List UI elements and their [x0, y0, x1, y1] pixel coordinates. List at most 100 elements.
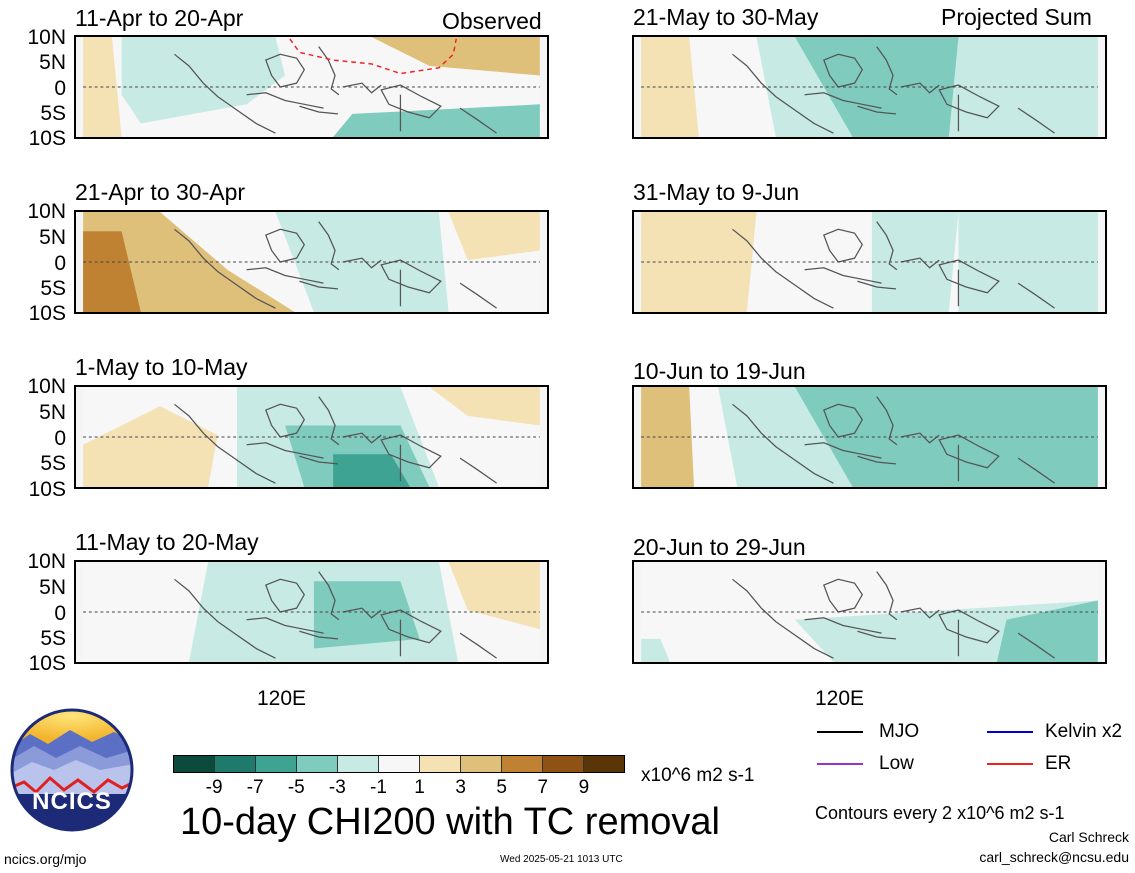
coastline [876, 571, 898, 621]
colorbar-swatch [584, 756, 624, 772]
map-panel-4 [74, 560, 549, 664]
panel-title-4: 11-May to 20-May [75, 529, 259, 555]
panel-title-1: 11-Apr to 20-Apr [75, 5, 244, 31]
projected-label: Projected Sum [941, 4, 1092, 30]
footer-email: carl_schreck@ncsu.edu [979, 849, 1129, 865]
coastline [938, 84, 1000, 119]
map-field [641, 212, 1098, 312]
anomaly-region [333, 454, 411, 487]
coastline [246, 267, 324, 284]
colorbar-label: 9 [578, 777, 590, 798]
coastline [299, 630, 339, 640]
coastline [938, 434, 1000, 469]
coastline [380, 84, 442, 119]
coastline [459, 457, 497, 484]
coastline [459, 107, 497, 134]
map-field [641, 37, 1098, 137]
ncics-logo: NCICS [10, 708, 134, 832]
anomaly-region [641, 212, 757, 312]
coastline [265, 578, 306, 613]
y-tick: 5S [40, 277, 66, 300]
anomaly-region [448, 562, 540, 630]
coastline [823, 53, 864, 88]
coastline [174, 578, 276, 659]
map-panel-3 [74, 385, 549, 489]
coastline [804, 617, 882, 634]
colorbar-label: -1 [370, 777, 387, 798]
y-tick: 5S [40, 452, 66, 475]
coastline [1017, 107, 1055, 134]
coastline [380, 259, 442, 294]
colorbar-swatch [502, 756, 543, 772]
anomaly-region [83, 231, 141, 312]
colorbar-swatch [543, 756, 584, 772]
coastline [265, 403, 306, 438]
y-tick: 10N [27, 375, 66, 398]
legend-mjo: MJO [879, 721, 920, 742]
coastline [246, 617, 324, 634]
legend-low: Low [879, 753, 914, 774]
anomaly-region [641, 638, 670, 662]
footer-author: Carl Schreck [1048, 829, 1129, 845]
coastline [246, 442, 324, 459]
y-tick: 5N [39, 576, 66, 599]
y-tick: 0 [54, 602, 66, 625]
coastline [823, 228, 864, 263]
coastline [1017, 457, 1055, 484]
coastline [900, 607, 940, 619]
footer-url: ncics.org/mjo [4, 851, 87, 867]
colorbar-label: 3 [455, 777, 466, 798]
chart-title: 10-day CHI200 with TC removal [180, 801, 720, 843]
anomaly-region [794, 37, 959, 137]
colorbar-swatch [461, 756, 502, 772]
legend-line-kelvin [987, 731, 1033, 733]
coastline [876, 46, 898, 96]
coastline [342, 432, 382, 444]
map-panel-6 [632, 210, 1107, 314]
coastline [804, 442, 882, 459]
y-tick: 10S [28, 478, 66, 501]
map-field [83, 37, 540, 137]
coastline [732, 403, 834, 484]
colorbar-label: 7 [537, 777, 549, 798]
coastline [823, 403, 864, 438]
coastline [246, 92, 324, 109]
colorbar-label: -9 [205, 777, 223, 798]
anomaly-region [83, 406, 218, 487]
coastline [876, 221, 898, 271]
map-field [641, 387, 1098, 487]
coastline [938, 259, 1000, 294]
y-tick: 5N [39, 226, 66, 249]
map-panel-2 [74, 210, 549, 314]
y-tick: 0 [54, 252, 66, 275]
coastline [299, 280, 339, 290]
coastline [265, 53, 306, 88]
coastline [174, 403, 276, 484]
coastline [318, 46, 340, 96]
map-field [83, 387, 540, 487]
y-tick: 0 [54, 427, 66, 450]
coastline [900, 82, 940, 94]
coastline [732, 578, 834, 659]
coastline [876, 396, 898, 446]
anomaly-region [121, 37, 286, 124]
map-panel-5 [632, 35, 1107, 139]
colorbar-swatch [256, 756, 297, 772]
coastline [804, 267, 882, 284]
y-tick: 10S [28, 127, 66, 150]
panel-title-3: 1-May to 10-May [75, 354, 248, 380]
coastline [732, 53, 834, 134]
contours-note: Contours every 2 x10^6 m2 s-1 [815, 803, 1065, 823]
anomaly-region [371, 37, 540, 76]
coastline [857, 105, 897, 115]
x-tick-right: 120E [815, 687, 865, 710]
legend-kelvin: Kelvin x2 [1045, 721, 1123, 742]
legend-line-low [817, 763, 863, 765]
anomaly-region [333, 104, 540, 137]
coastline [938, 609, 1000, 644]
colorbar-swatch [174, 756, 215, 772]
panel-title-8: 20-Jun to 29-Jun [633, 534, 806, 560]
coastline [900, 432, 940, 444]
y-tick: 10N [27, 26, 66, 49]
coastline [459, 282, 497, 309]
